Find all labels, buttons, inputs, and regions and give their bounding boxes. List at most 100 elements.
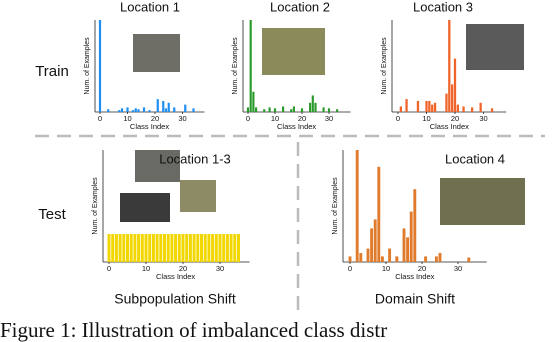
photo xyxy=(180,180,216,212)
bar xyxy=(159,234,163,262)
bar xyxy=(366,248,370,262)
photo xyxy=(440,178,525,225)
bar xyxy=(207,234,211,262)
bar xyxy=(98,20,102,112)
bar xyxy=(137,109,140,112)
x-tick-label: 20 xyxy=(451,114,459,123)
bar xyxy=(163,234,166,262)
bar xyxy=(148,234,152,262)
y-axis-label: Num. of Examples xyxy=(84,37,91,95)
photo xyxy=(133,34,180,72)
bar xyxy=(229,234,233,262)
bar xyxy=(268,107,271,112)
x-tick-label: 0 xyxy=(348,264,352,273)
y-axis-label: Num. of Examples xyxy=(381,37,388,95)
x-tick-label: 10 xyxy=(271,114,279,123)
bar xyxy=(456,104,459,112)
bar xyxy=(314,102,317,112)
bar xyxy=(388,248,392,262)
bar xyxy=(355,150,359,262)
bar xyxy=(118,110,121,112)
x-axis-label: Class Index xyxy=(430,122,469,131)
bar xyxy=(144,234,148,262)
bar xyxy=(142,107,146,112)
bar xyxy=(438,253,442,262)
bar xyxy=(134,108,137,112)
bar xyxy=(311,95,314,112)
bar xyxy=(409,211,413,262)
x-tick-label: 0 xyxy=(396,114,400,123)
bar xyxy=(395,256,399,262)
bar xyxy=(200,234,203,262)
photo xyxy=(262,28,325,75)
bar xyxy=(479,102,482,112)
bar xyxy=(406,237,410,262)
bar xyxy=(336,109,339,112)
x-tick-label: 0 xyxy=(98,114,102,123)
bar xyxy=(170,234,174,262)
bar xyxy=(470,107,474,112)
bar xyxy=(164,108,168,112)
x-tick-label: 0 xyxy=(246,114,250,123)
chart-title: Location 1 xyxy=(120,0,180,14)
bar xyxy=(402,228,406,262)
x-tick-label: 10 xyxy=(382,264,390,273)
bar xyxy=(273,108,277,112)
bar xyxy=(214,234,218,262)
bar xyxy=(428,100,431,112)
bar xyxy=(263,109,266,112)
chart-title: Location 1-3 xyxy=(159,151,231,166)
bar xyxy=(222,234,226,262)
bar xyxy=(192,108,195,112)
bar xyxy=(322,107,325,112)
bar xyxy=(173,107,176,112)
x-tick-label: 0 xyxy=(107,264,111,273)
bar xyxy=(425,100,428,112)
bar xyxy=(490,108,494,112)
bar xyxy=(107,109,110,112)
panel-label: Domain Shift xyxy=(375,291,455,307)
bar xyxy=(148,110,151,112)
bar xyxy=(327,108,331,112)
bar xyxy=(462,106,465,112)
bar xyxy=(211,234,215,262)
bar xyxy=(151,234,155,262)
bar xyxy=(181,234,185,262)
bar xyxy=(156,99,159,112)
bar xyxy=(111,234,115,262)
bar xyxy=(359,253,363,262)
bar xyxy=(249,20,252,112)
bar xyxy=(453,58,457,112)
bar xyxy=(252,91,255,112)
photo xyxy=(466,24,524,70)
x-axis-label: Class Index xyxy=(156,272,195,281)
x-axis-label: Class Index xyxy=(277,122,316,131)
bar xyxy=(290,109,293,112)
bar xyxy=(184,104,187,112)
row-label: Test xyxy=(38,206,66,223)
photo xyxy=(120,193,170,222)
bar xyxy=(377,166,381,262)
bar xyxy=(255,107,258,112)
bar xyxy=(300,108,304,112)
row-label: Train xyxy=(35,63,69,80)
bar xyxy=(225,234,229,262)
bar xyxy=(120,108,124,112)
bar xyxy=(373,219,377,262)
bar xyxy=(126,234,129,262)
bar xyxy=(405,99,408,112)
bar xyxy=(431,104,434,112)
x-tick-label: 30 xyxy=(216,264,224,273)
x-tick-label: 20 xyxy=(151,114,159,123)
bar xyxy=(140,234,144,262)
x-tick-label: 10 xyxy=(123,114,131,123)
bar xyxy=(196,234,200,262)
x-tick-label: 20 xyxy=(179,264,187,273)
bar xyxy=(380,256,384,262)
bar xyxy=(166,234,170,262)
bar xyxy=(348,256,352,262)
photo xyxy=(135,150,180,182)
x-tick-label: 20 xyxy=(418,264,426,273)
bar xyxy=(174,234,178,262)
